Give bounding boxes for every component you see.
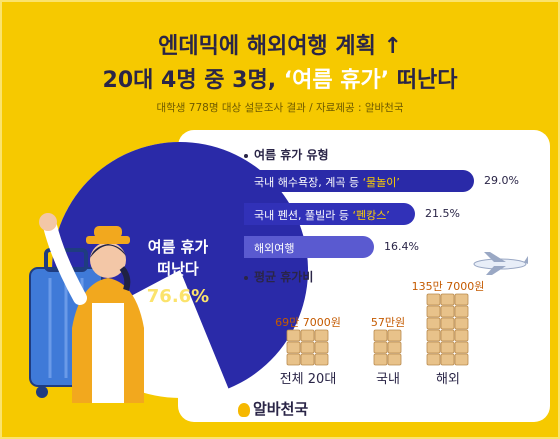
- money-bundle: [286, 329, 301, 342]
- logo: 알바천국: [238, 398, 308, 419]
- vacation-type-label: 국내 해수욕장, 계곡 등 ‘물놀이’: [254, 174, 400, 190]
- headline-suffix: 떠난다: [389, 68, 458, 93]
- money-bundle: [300, 353, 315, 366]
- vacation-type-bar: [244, 236, 374, 258]
- money-bundle: [426, 353, 441, 366]
- money-bundle: [454, 353, 469, 366]
- headline-prefix: 20대 4명 중 3명,: [102, 68, 284, 93]
- money-bundle: [373, 329, 388, 342]
- money-bundle: [426, 329, 441, 342]
- headline-line2: 20대 4명 중 3명, ‘여름 휴가’ 떠난다: [0, 62, 560, 94]
- money-bundle: [387, 329, 402, 342]
- money-bundle: [314, 353, 329, 366]
- bullet-icon: [244, 153, 248, 158]
- money-bundle: [286, 341, 301, 354]
- money-bundle: [300, 329, 315, 342]
- spending-category: 해외: [436, 372, 460, 387]
- money-bundle: [454, 329, 469, 342]
- traveler-illustration: [29, 213, 144, 403]
- money-stack: [286, 329, 329, 366]
- vacation-type-label: 해외여행: [254, 240, 294, 256]
- money-bundle: [440, 305, 455, 318]
- spending-heading-text: 평균 휴가비: [254, 270, 314, 284]
- headline-highlight: ‘여름 휴가’: [283, 68, 390, 93]
- spending-amount: 135만 7000원: [411, 280, 485, 293]
- money-bundle: [286, 353, 301, 366]
- spending-category: 전체 20대: [279, 372, 337, 387]
- spending-amount: 69만 7000원: [275, 316, 341, 329]
- vacation-type-value: 21.5%: [425, 207, 460, 220]
- vacation-type-value: 16.4%: [384, 240, 419, 253]
- money-stack: [373, 329, 402, 366]
- airplane-icon: [473, 252, 528, 275]
- money-bundle: [440, 329, 455, 342]
- vacation-type-text: 해외여행: [254, 242, 295, 255]
- vacation-type-value: 29.0%: [484, 174, 519, 187]
- vacation-type-bar: [244, 203, 415, 225]
- vacation-type-quote: ‘물놀이’: [362, 176, 400, 189]
- vacation-type-text: 국내 해수욕장, 계곡 등: [254, 176, 363, 189]
- spending-amount: 57만원: [370, 316, 406, 329]
- money-bundle: [373, 353, 388, 366]
- money-bundle: [454, 317, 469, 330]
- money-bundle: [426, 305, 441, 318]
- vacation-types-heading: 여름 휴가 유형: [244, 146, 329, 163]
- money-bundle: [440, 353, 455, 366]
- vacation-type-bar: [244, 170, 474, 192]
- source-note: 대학생 778명 대상 설문조사 결과 / 자료제공 : 알바천국: [156, 102, 404, 114]
- money-bundle: [440, 341, 455, 354]
- pie-label-line2: 떠난다: [157, 260, 199, 278]
- money-bundle: [387, 341, 402, 354]
- vacation-types-heading-text: 여름 휴가 유형: [254, 148, 329, 162]
- vacation-type-label: 국내 펜션, 풀빌라 등 ‘펜캉스’: [254, 207, 390, 223]
- money-bundle: [373, 341, 388, 354]
- money-bundle: [454, 305, 469, 318]
- bullet-icon: [244, 275, 248, 280]
- money-bundle: [454, 341, 469, 354]
- vacation-type-quote: ‘펜캉스’: [352, 209, 390, 222]
- pie-slice-main: [51, 142, 308, 389]
- money-bundle: [426, 293, 441, 306]
- spending-heading: 평균 휴가비: [244, 268, 313, 285]
- logo-text: 알바천국: [253, 400, 309, 418]
- money-bundle: [426, 341, 441, 354]
- vacation-type-text: 국내 펜션, 풀빌라 등: [254, 209, 353, 222]
- money-bundle: [314, 329, 329, 342]
- spending-chart: [286, 293, 469, 366]
- money-bundle: [314, 341, 329, 354]
- money-bundle: [440, 293, 455, 306]
- money-bundle: [454, 293, 469, 306]
- money-bundle: [426, 317, 441, 330]
- spending-category: 국내: [376, 372, 400, 387]
- money-bundle: [300, 341, 315, 354]
- headline-line1: 엔데믹에 해외여행 계획 ↑: [158, 34, 402, 59]
- pie-label-line1: 여름 휴가: [147, 238, 209, 256]
- logo-icon: [238, 402, 250, 417]
- money-bundle: [440, 317, 455, 330]
- money-bundle: [387, 353, 402, 366]
- pie-percent: 76.6%: [146, 286, 210, 307]
- money-stack: [426, 293, 469, 366]
